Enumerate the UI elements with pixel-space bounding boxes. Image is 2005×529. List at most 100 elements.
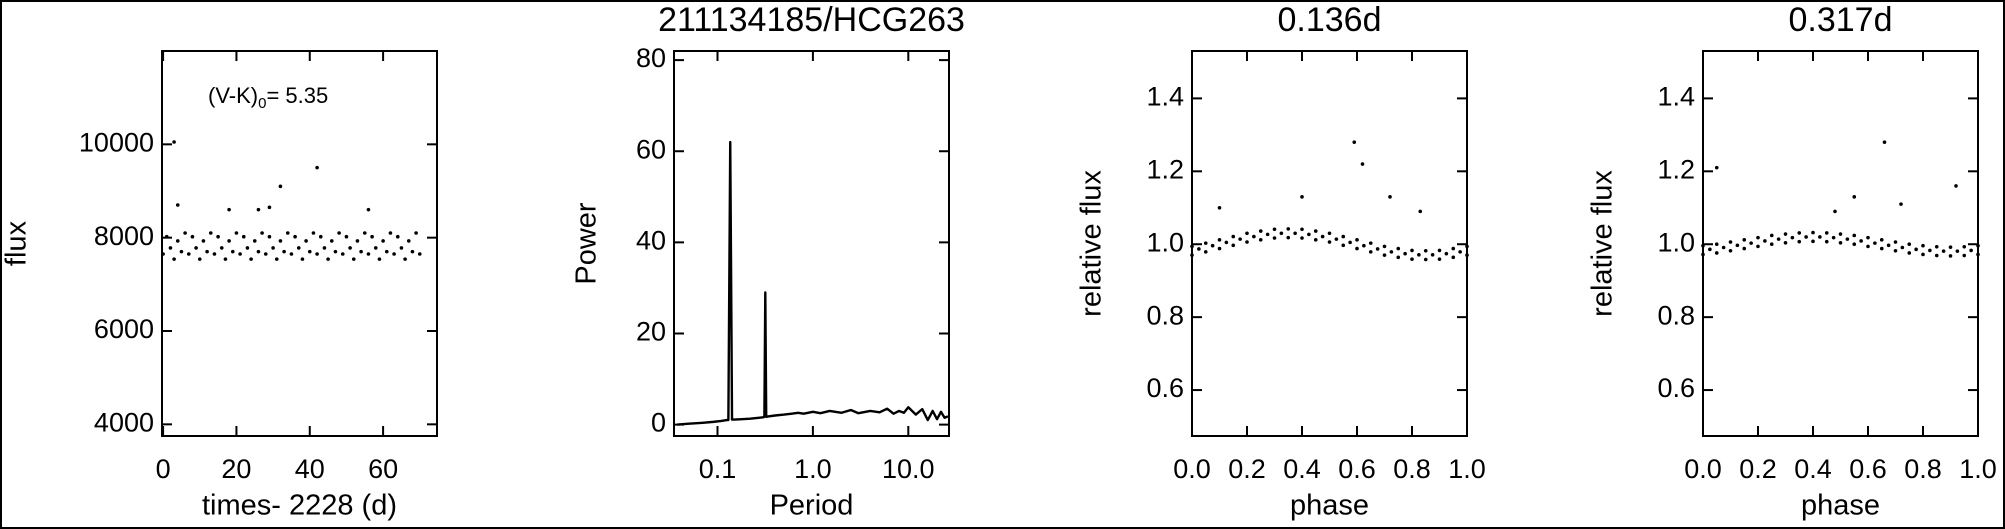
data-point [1437,257,1442,261]
data-point [1783,232,1788,236]
y-axis-label: relative flux [1076,170,1108,317]
data-point [1368,241,1373,245]
data-point [256,207,261,212]
data-point [1368,250,1373,254]
x-tick-label: 0.2 [1739,454,1777,484]
data-point [1811,239,1815,244]
data-point [1879,238,1884,242]
data-point [271,246,275,250]
data-point [1818,235,1822,239]
data-point [1197,247,1201,251]
data-point [1423,248,1428,253]
data-point [1714,165,1719,170]
data-point [326,257,330,261]
data-point [1962,253,1967,258]
data-point [311,231,316,235]
panel: times- 2228 (d) flux 0 20 40 60 4000 6000 8000 10… [1,50,438,522]
data-point [1217,205,1222,210]
data-point [406,239,411,243]
data-point [219,246,224,250]
data-point [1811,230,1815,235]
data-point [1417,253,1421,257]
x-tick-label: 1.0 [794,454,832,484]
data-point [1300,195,1304,199]
data-point [1286,235,1291,240]
data-point [1934,244,1939,249]
data-point [1430,253,1435,257]
x-axis-label: Period [770,490,854,522]
data-point [245,246,250,250]
data-point [1962,244,1967,249]
data-point [1833,209,1837,214]
data-point [1348,240,1352,245]
data-point [205,249,209,254]
data-point [1866,244,1870,249]
data-point [1210,243,1215,248]
data-point [1224,240,1229,245]
x-tick-label: 0.4 [1794,454,1832,484]
data-point [1238,237,1242,241]
y-tick-label: 0 [651,408,666,438]
data-point [175,239,180,243]
data-point [197,257,202,261]
data-point [1790,235,1795,240]
data-point [1307,232,1311,237]
data-point [1327,240,1332,244]
data-point [1714,251,1719,255]
data-point [256,249,261,254]
data-point [216,234,220,239]
data-point [1396,255,1401,260]
data-point [1882,140,1887,144]
data-point [392,252,396,256]
data-point [322,246,327,250]
data-point [1286,227,1291,231]
y-tick-label: 1.2 [1146,154,1184,184]
data-point [1458,250,1462,254]
data-point [366,252,371,256]
data-point [1444,251,1449,256]
y-tick-label: 10000 [79,127,154,157]
data-point [348,246,352,250]
data-point [293,234,297,239]
x-tick-label: 0.1 [699,454,737,484]
data-point [1742,246,1747,251]
data-point [1914,247,1918,252]
data-point [1375,247,1380,251]
panel: 211134185/HCG263 Period Power 0.1 1.0 10.0 0 20… [571,1,965,522]
plot-frame [161,50,438,437]
data-point [370,234,374,239]
data-point [1423,257,1428,262]
data-point [1355,238,1359,242]
data-point [1763,239,1767,243]
data-point [1976,243,1980,248]
data-point [1954,184,1958,188]
data-point [304,239,308,243]
data-point [263,252,268,256]
data-point [417,252,422,256]
y-tick-label: 1.0 [1146,227,1184,257]
data-point [1465,253,1469,257]
data-point [1948,254,1953,258]
data-point [410,249,415,254]
data-point [1320,234,1325,239]
data-point [208,231,213,235]
data-point [1955,249,1960,253]
y-tick-label: 6000 [94,314,154,344]
data-point [315,165,319,170]
data-point [201,239,206,243]
panel-title: 0.317d [1789,1,1893,39]
x-axis-label: phase [1290,490,1369,522]
data-point [1756,235,1760,240]
data-point [278,184,283,189]
data-point [1245,240,1249,244]
data-point [1272,227,1277,232]
data-point [1941,249,1946,253]
data-point [161,252,165,256]
data-point [285,231,290,235]
data-point [190,234,195,239]
data-point [278,239,283,243]
data-point [1824,239,1829,244]
data-point [194,246,198,250]
data-point [355,239,360,243]
